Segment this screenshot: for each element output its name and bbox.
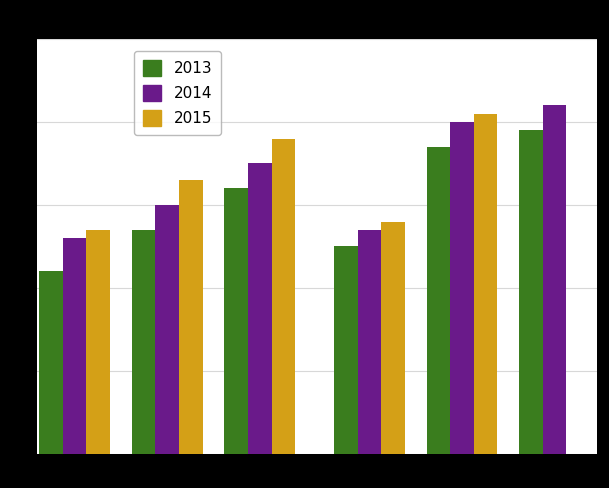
Bar [179,180,203,454]
Bar [543,105,566,454]
Bar [155,205,179,454]
Bar [225,188,248,454]
Bar [248,163,272,454]
Bar [39,271,63,454]
Bar [272,139,295,454]
Bar [357,230,381,454]
Bar [474,114,498,454]
Legend: 2013, 2014, 2015: 2013, 2014, 2015 [134,51,221,136]
Bar [427,147,450,454]
Bar [381,222,405,454]
Bar [334,246,357,454]
Bar [450,122,474,454]
Bar [519,130,543,454]
Bar [63,238,86,454]
Bar [132,230,155,454]
Bar [86,230,110,454]
